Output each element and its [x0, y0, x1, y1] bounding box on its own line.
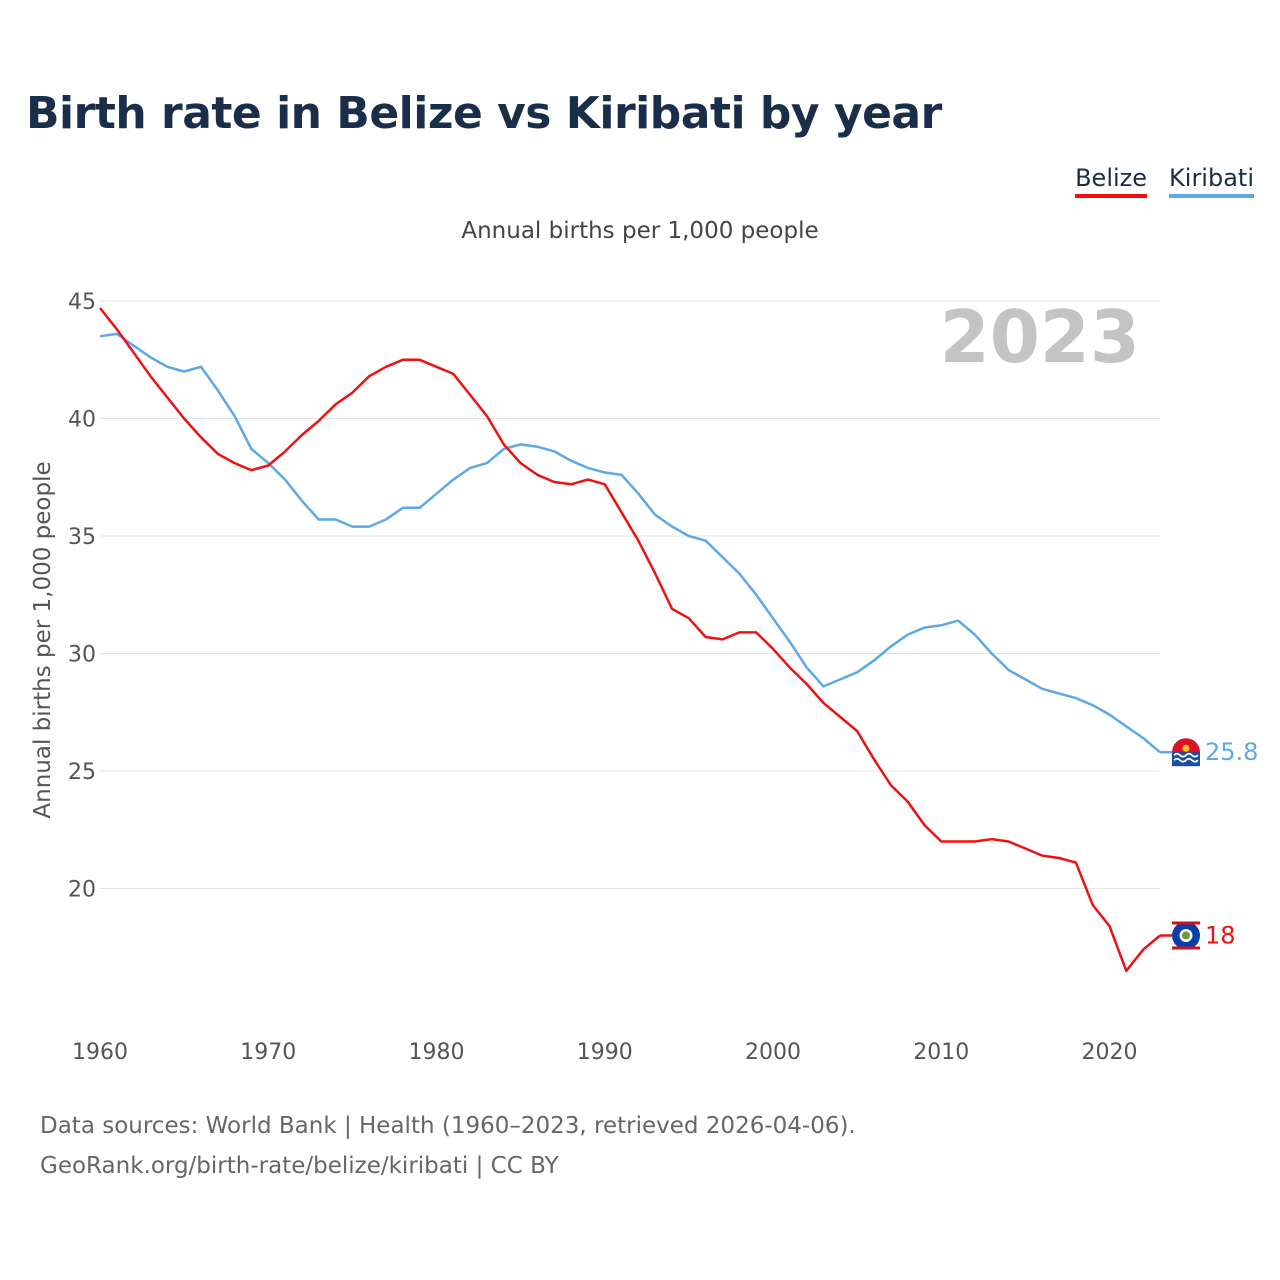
flag-stripe-top [1172, 921, 1200, 925]
chart-title: Birth rate in Belize vs Kiribati by year [26, 88, 942, 139]
footer: Data sources: World Bank | Health (1960–… [40, 1106, 856, 1186]
footer-attribution: GeoRank.org/birth-rate/belize/kiribati |… [40, 1153, 559, 1179]
legend: Belize Kiribati [1075, 164, 1254, 198]
series-line-kiribati [99, 332, 1161, 754]
y-tick-label: 45 [68, 290, 96, 315]
y-tick-label: 20 [68, 878, 96, 903]
x-tick-label: 1970 [240, 1040, 296, 1065]
flag-emblem-inner [1182, 931, 1190, 940]
series-line-belize [99, 307, 1161, 973]
x-tick-label: 2000 [745, 1040, 801, 1065]
chart-subtitle: Annual births per 1,000 people [461, 218, 819, 244]
x-tick-label: 1990 [577, 1040, 633, 1065]
flag-stripe-bottom [1172, 946, 1200, 950]
y-axis-label: Annual births per 1,000 people [30, 461, 56, 818]
belize-end-value: 18 [1205, 922, 1236, 950]
legend-item-belize[interactable]: Belize [1075, 164, 1148, 198]
legend-item-kiribati[interactable]: Kiribati [1169, 164, 1254, 198]
flag-sun [1182, 744, 1190, 752]
y-tick-label: 40 [68, 408, 96, 433]
flag-wave [1173, 752, 1199, 758]
y-tick-label: 35 [68, 525, 96, 550]
footer-sources: Data sources: World Bank | Health (1960–… [40, 1113, 856, 1139]
x-tick-label: 2010 [913, 1040, 969, 1065]
belize-flag-icon [1172, 921, 1200, 950]
x-tick-label: 2020 [1082, 1040, 1138, 1065]
kiribati-end-value: 25.8 [1205, 738, 1258, 766]
y-tick-label: 25 [68, 760, 96, 785]
x-tick-label: 1960 [72, 1040, 128, 1065]
flag-wave [1173, 757, 1199, 763]
year-label: 2023 [940, 295, 1140, 379]
x-tick-label: 1980 [409, 1040, 465, 1065]
kiribati-flag-icon [1172, 738, 1200, 767]
y-tick-label: 30 [68, 643, 96, 668]
